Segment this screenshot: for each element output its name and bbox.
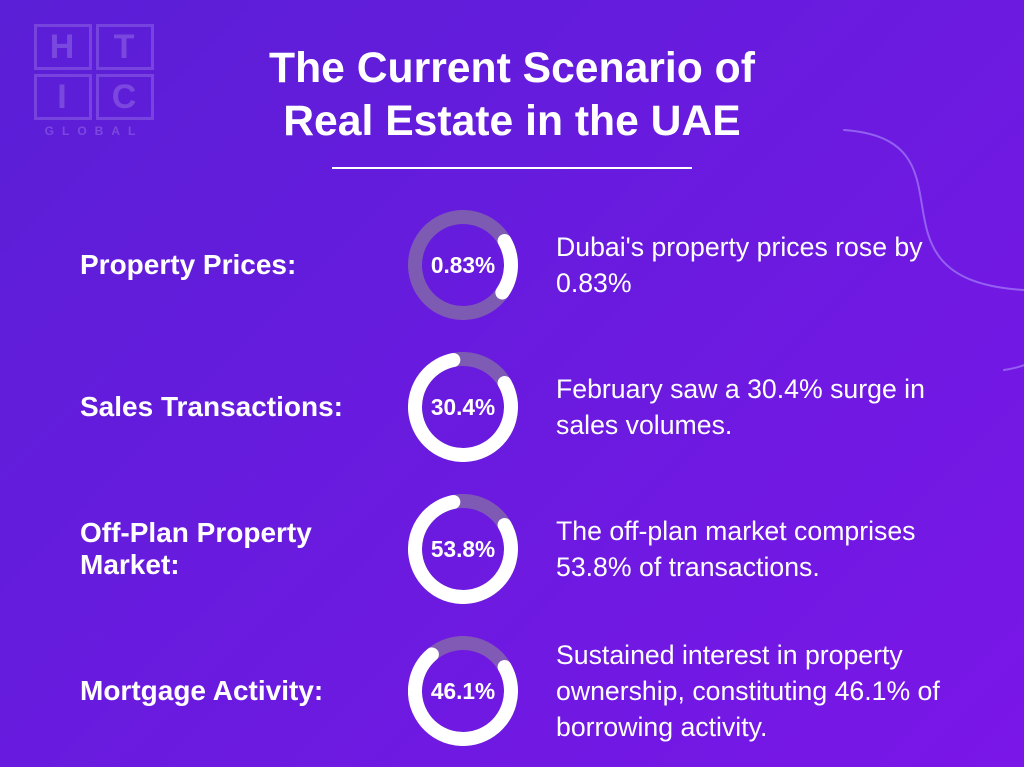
metric-row-sales_transactions: Sales Transactions: 30.4% February saw a … bbox=[80, 352, 964, 462]
metrics-list: Property Prices: 0.83% Dubai's property p… bbox=[80, 210, 964, 767]
donut-chart: 0.83% bbox=[408, 210, 518, 320]
metric-description: Dubai's property prices rose by 0.83% bbox=[556, 229, 964, 301]
title-line-2: Real Estate in the UAE bbox=[283, 97, 741, 145]
metric-label: Property Prices: bbox=[80, 249, 380, 281]
donut-chart: 53.8% bbox=[408, 494, 518, 604]
infographic-canvas: H T I C GLOBAL The Current Scenario of R… bbox=[0, 0, 1024, 767]
donut-value: 30.4% bbox=[408, 352, 518, 462]
metric-description: February saw a 30.4% surge in sales volu… bbox=[556, 371, 964, 443]
donut-value: 46.1% bbox=[408, 636, 518, 746]
metric-label: Mortgage Activity: bbox=[80, 675, 380, 707]
metric-row-property_prices: Property Prices: 0.83% Dubai's property p… bbox=[80, 210, 964, 320]
donut-value: 53.8% bbox=[408, 494, 518, 604]
metric-row-off_plan_market: Off-Plan Property Market: 53.8% The off-p… bbox=[80, 494, 964, 604]
metric-description: Sustained interest in property ownership… bbox=[556, 637, 964, 745]
page-title: The Current Scenario of Real Estate in t… bbox=[0, 42, 1024, 149]
metric-row-mortgage_activity: Mortgage Activity: 46.1% Sustained intere… bbox=[80, 636, 964, 746]
metric-description: The off-plan market comprises 53.8% of t… bbox=[556, 513, 964, 585]
metric-label: Sales Transactions: bbox=[80, 391, 380, 423]
donut-chart: 30.4% bbox=[408, 352, 518, 462]
donut-value: 0.83% bbox=[408, 210, 518, 320]
metric-label: Off-Plan Property Market: bbox=[80, 517, 380, 581]
title-line-1: The Current Scenario of bbox=[269, 44, 755, 92]
donut-chart: 46.1% bbox=[408, 636, 518, 746]
title-block: The Current Scenario of Real Estate in t… bbox=[0, 42, 1024, 169]
title-underline bbox=[332, 167, 692, 169]
